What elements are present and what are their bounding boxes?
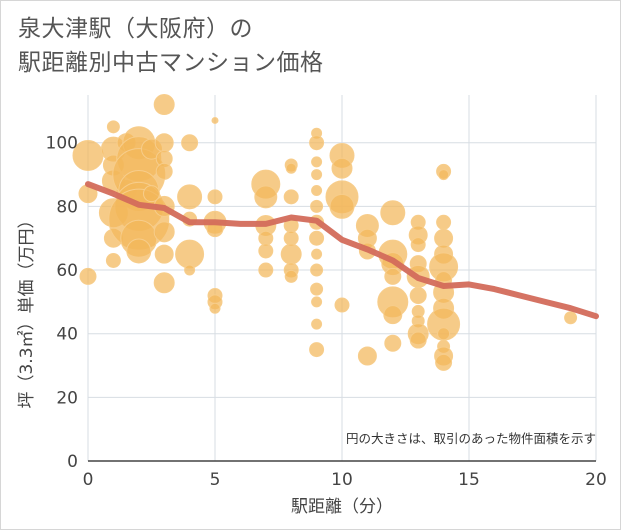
data-point-68 (311, 318, 323, 330)
data-point-47 (258, 262, 274, 278)
data-point-109 (435, 353, 453, 371)
data-point-33 (175, 239, 205, 269)
data-point-66 (310, 282, 324, 296)
data-point-91 (409, 287, 427, 305)
data-point-49 (285, 162, 297, 174)
y-tick-label-3: 60 (56, 261, 78, 281)
data-point-27 (153, 221, 175, 243)
data-point-19 (126, 238, 152, 264)
x-tick-label-0: 0 (83, 470, 94, 490)
data-point-65 (310, 263, 324, 277)
data-point-58 (311, 156, 323, 168)
data-point-55 (284, 269, 298, 283)
data-point-45 (258, 230, 274, 246)
y-tick-label-5: 100 (46, 134, 78, 154)
data-point-28 (154, 244, 174, 264)
data-point-78 (357, 346, 377, 366)
data-point-30 (181, 134, 199, 152)
y-tick-label-1: 20 (56, 388, 78, 408)
data-point-88 (410, 237, 426, 253)
data-point-41 (209, 302, 221, 314)
data-point-21 (143, 185, 160, 203)
data-point-60 (311, 184, 323, 196)
x-axis-label: 駅距離（分） (291, 497, 393, 517)
data-point-53 (280, 243, 302, 265)
data-point-22 (153, 94, 175, 116)
data-point-97 (438, 169, 450, 181)
x-tick-label-3: 15 (458, 470, 480, 490)
data-point-84 (383, 305, 403, 325)
data-point-59 (311, 169, 323, 181)
data-point-36 (207, 189, 223, 205)
chart-title-line2: 駅距離別中古マンション価格 (18, 50, 324, 76)
data-point-31 (177, 184, 203, 210)
data-point-50 (283, 189, 299, 205)
data-point-34 (184, 264, 196, 276)
trend-line (85, 181, 599, 320)
data-point-110 (564, 311, 578, 325)
size-note: 円の大きさは、取引のあった物件面積を示す (346, 431, 596, 446)
x-tick-label-1: 5 (210, 470, 221, 490)
data-point-9 (105, 252, 121, 268)
data-point-57 (309, 135, 325, 151)
data-point-71 (331, 157, 353, 179)
data-point-29 (153, 272, 175, 294)
y-tick-label-0: 0 (67, 452, 78, 472)
data-point-52 (283, 230, 299, 246)
data-point-98 (436, 214, 452, 230)
chart-title: 泉大津駅（大阪府）の 駅距離別中古マンション価格 (18, 12, 324, 80)
data-point-82 (384, 267, 402, 285)
data-point-2 (79, 267, 97, 285)
data-point-35 (211, 116, 219, 124)
data-point-63 (309, 230, 325, 246)
data-point-74 (334, 297, 350, 313)
data-point-95 (409, 331, 427, 349)
data-point-99 (434, 228, 454, 248)
data-point-69 (309, 342, 325, 358)
y-tick-label-2: 40 (56, 325, 78, 345)
data-point-23 (154, 133, 174, 153)
data-point-46 (258, 243, 274, 259)
data-point-79 (380, 200, 406, 226)
data-point-73 (329, 193, 355, 219)
data-point-61 (310, 199, 324, 213)
data-point-43 (254, 185, 278, 209)
x-tick-label-2: 10 (331, 470, 353, 490)
y-axis-label: 坪（3.3㎡）単価（万円） (17, 211, 37, 408)
data-point-85 (384, 334, 402, 352)
x-tick-labels: 0 5 10 15 20 (83, 470, 607, 490)
data-point-25 (155, 162, 173, 180)
x-tick-label-4: 20 (585, 470, 607, 490)
data-point-3 (106, 120, 120, 134)
data-point-67 (311, 296, 323, 308)
y-tick-labels: 0 20 40 60 80 100 (46, 134, 78, 472)
data-point-106 (437, 327, 451, 341)
data-point-64 (311, 248, 323, 260)
chart-title-line1: 泉大津駅（大阪府）の (18, 16, 253, 42)
bubbles (72, 94, 578, 371)
y-tick-label-4: 80 (56, 197, 78, 217)
